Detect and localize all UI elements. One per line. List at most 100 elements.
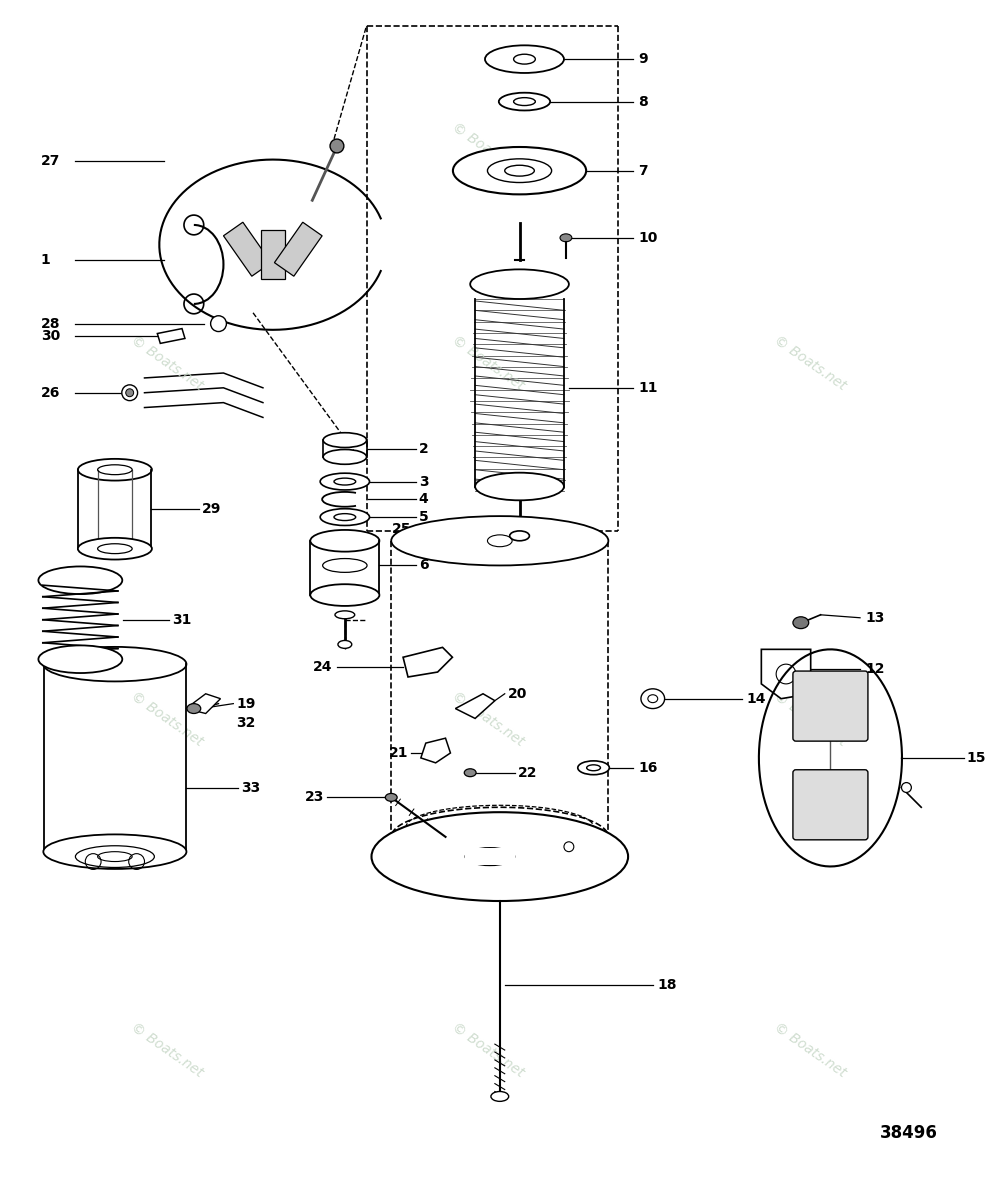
- Text: 25: 25: [391, 522, 410, 536]
- Text: 33: 33: [241, 780, 260, 794]
- Text: 28: 28: [40, 317, 60, 331]
- Ellipse shape: [647, 695, 657, 703]
- Text: 1: 1: [40, 252, 50, 266]
- Text: 30: 30: [40, 330, 60, 343]
- Ellipse shape: [504, 166, 533, 176]
- Text: 13: 13: [864, 611, 883, 625]
- Polygon shape: [390, 808, 607, 866]
- Ellipse shape: [38, 646, 122, 673]
- Text: 7: 7: [637, 163, 647, 178]
- Ellipse shape: [640, 689, 664, 708]
- Text: 20: 20: [507, 686, 527, 701]
- Text: 24: 24: [313, 660, 331, 674]
- Text: 2: 2: [418, 442, 428, 456]
- Text: 3: 3: [418, 474, 428, 488]
- Text: 19: 19: [236, 697, 255, 710]
- Ellipse shape: [498, 92, 549, 110]
- FancyBboxPatch shape: [792, 671, 867, 742]
- Ellipse shape: [337, 641, 351, 648]
- Text: © Boats.net: © Boats.net: [450, 1020, 527, 1080]
- Text: © Boats.net: © Boats.net: [450, 120, 527, 180]
- Circle shape: [900, 782, 910, 792]
- Ellipse shape: [78, 458, 152, 480]
- Ellipse shape: [385, 793, 396, 802]
- Ellipse shape: [319, 509, 369, 526]
- Polygon shape: [760, 649, 810, 698]
- Text: 38496: 38496: [879, 1124, 937, 1142]
- Polygon shape: [157, 329, 184, 343]
- Text: 26: 26: [40, 385, 60, 400]
- Ellipse shape: [390, 516, 607, 565]
- Text: 21: 21: [388, 746, 407, 760]
- Text: 31: 31: [172, 613, 191, 626]
- Ellipse shape: [484, 46, 563, 73]
- Ellipse shape: [464, 847, 514, 865]
- Text: © Boats.net: © Boats.net: [770, 334, 848, 394]
- Text: © Boats.net: © Boats.net: [450, 334, 527, 394]
- Polygon shape: [455, 694, 494, 719]
- Text: © Boats.net: © Boats.net: [128, 689, 205, 749]
- Text: 4: 4: [418, 492, 428, 506]
- Ellipse shape: [513, 97, 534, 106]
- Ellipse shape: [333, 478, 355, 485]
- Text: © Boats.net: © Boats.net: [770, 689, 848, 749]
- Ellipse shape: [513, 54, 534, 64]
- Ellipse shape: [38, 566, 122, 594]
- Text: 5: 5: [418, 510, 428, 524]
- FancyBboxPatch shape: [792, 769, 867, 840]
- Text: 8: 8: [637, 95, 647, 108]
- Bar: [425, 524, 441, 533]
- Polygon shape: [402, 647, 452, 677]
- Ellipse shape: [586, 764, 599, 770]
- Ellipse shape: [322, 558, 367, 572]
- Circle shape: [125, 389, 133, 397]
- Ellipse shape: [453, 146, 586, 194]
- Ellipse shape: [310, 584, 379, 606]
- Text: 22: 22: [517, 766, 536, 780]
- Circle shape: [121, 385, 137, 401]
- Polygon shape: [185, 694, 220, 714]
- Ellipse shape: [186, 703, 200, 714]
- Text: 6: 6: [418, 558, 428, 572]
- Circle shape: [210, 316, 226, 331]
- Ellipse shape: [474, 473, 563, 500]
- Text: © Boats.net: © Boats.net: [450, 689, 527, 749]
- Text: 10: 10: [637, 230, 657, 245]
- Text: 15: 15: [965, 751, 985, 764]
- Ellipse shape: [463, 769, 475, 776]
- Text: 11: 11: [637, 380, 657, 395]
- Ellipse shape: [78, 538, 152, 559]
- Ellipse shape: [322, 450, 366, 464]
- Polygon shape: [420, 738, 450, 763]
- Text: © Boats.net: © Boats.net: [128, 334, 205, 394]
- Text: © Boats.net: © Boats.net: [128, 1020, 205, 1080]
- Text: 18: 18: [657, 978, 676, 992]
- Ellipse shape: [334, 611, 354, 619]
- Ellipse shape: [319, 473, 369, 490]
- Ellipse shape: [490, 1092, 508, 1102]
- Ellipse shape: [43, 647, 186, 682]
- Text: 27: 27: [40, 154, 60, 168]
- Polygon shape: [758, 649, 901, 866]
- Bar: [274, 222, 321, 276]
- Ellipse shape: [577, 761, 608, 775]
- Bar: [464, 847, 514, 865]
- Ellipse shape: [310, 530, 379, 552]
- Ellipse shape: [469, 269, 568, 299]
- Text: 12: 12: [864, 662, 883, 676]
- Ellipse shape: [371, 812, 627, 901]
- Ellipse shape: [509, 530, 528, 541]
- Ellipse shape: [792, 617, 808, 629]
- Ellipse shape: [559, 234, 571, 241]
- Text: 9: 9: [637, 52, 647, 66]
- Ellipse shape: [329, 139, 343, 152]
- Text: 32: 32: [236, 716, 255, 731]
- Text: 14: 14: [745, 691, 765, 706]
- Bar: [260, 230, 284, 280]
- Ellipse shape: [43, 834, 186, 869]
- Text: © Boats.net: © Boats.net: [770, 1020, 848, 1080]
- Circle shape: [563, 842, 573, 852]
- Text: 16: 16: [637, 761, 657, 775]
- Ellipse shape: [333, 514, 355, 521]
- Ellipse shape: [322, 433, 366, 448]
